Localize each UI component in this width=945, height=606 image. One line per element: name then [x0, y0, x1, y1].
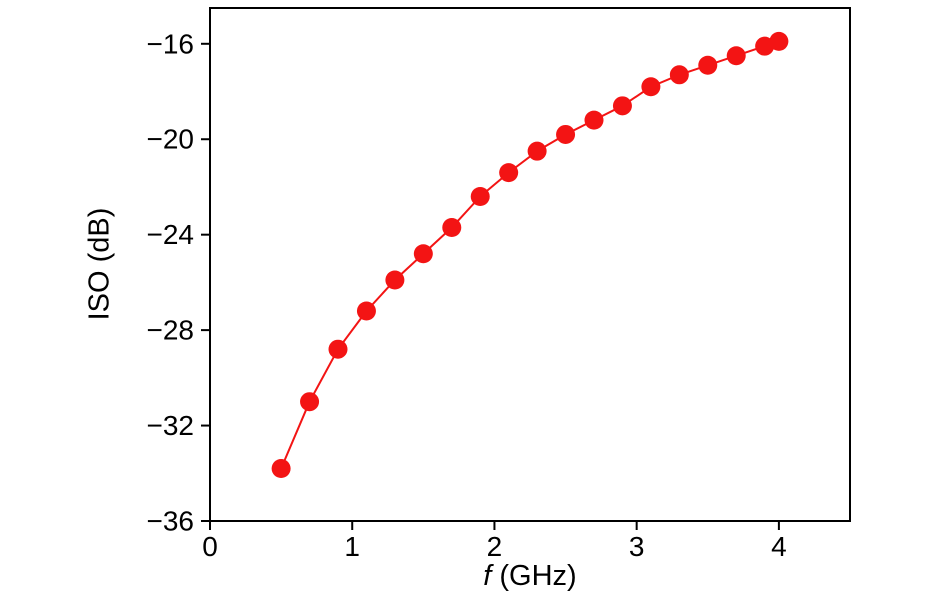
data-point-marker: [527, 141, 547, 161]
x-tick-label: 3: [629, 531, 645, 562]
series-line: [280, 40, 780, 469]
x-tick-label: 1: [344, 531, 360, 562]
plot-frame: [209, 7, 851, 522]
data-point-marker: [769, 31, 789, 51]
data-point-marker: [499, 163, 519, 183]
data-point-marker: [385, 270, 405, 290]
x-tick-label: 2: [487, 531, 503, 562]
data-point-marker: [356, 301, 376, 321]
y-tick-label: −28: [147, 315, 195, 346]
x-axis-label-variable: f: [483, 560, 492, 592]
data-point-marker: [413, 244, 433, 264]
x-axis-label: f (GHz): [210, 560, 850, 593]
data-point-marker: [300, 392, 320, 412]
data-point-marker: [612, 96, 632, 116]
x-tick-label: 4: [771, 531, 787, 562]
data-point-marker: [271, 459, 291, 479]
data-point-marker: [698, 55, 718, 75]
data-point-marker: [584, 110, 604, 130]
data-point-marker: [641, 77, 661, 97]
data-point-marker: [470, 186, 490, 206]
y-tick-label: −32: [147, 410, 195, 441]
y-tick-label: −16: [147, 28, 195, 59]
x-axis-label-units: (GHz): [491, 560, 577, 592]
data-point-marker: [669, 65, 689, 85]
x-tick-label: 0: [202, 531, 218, 562]
y-tick-label: −24: [147, 219, 195, 250]
data-point-marker: [442, 218, 462, 238]
data-point-marker: [328, 339, 348, 359]
y-axis-label: ISO (dB): [83, 207, 116, 321]
data-point-marker: [556, 124, 576, 144]
data-point-marker: [726, 46, 746, 66]
y-tick-label: −36: [147, 506, 195, 537]
y-tick-label: −20: [147, 124, 195, 155]
